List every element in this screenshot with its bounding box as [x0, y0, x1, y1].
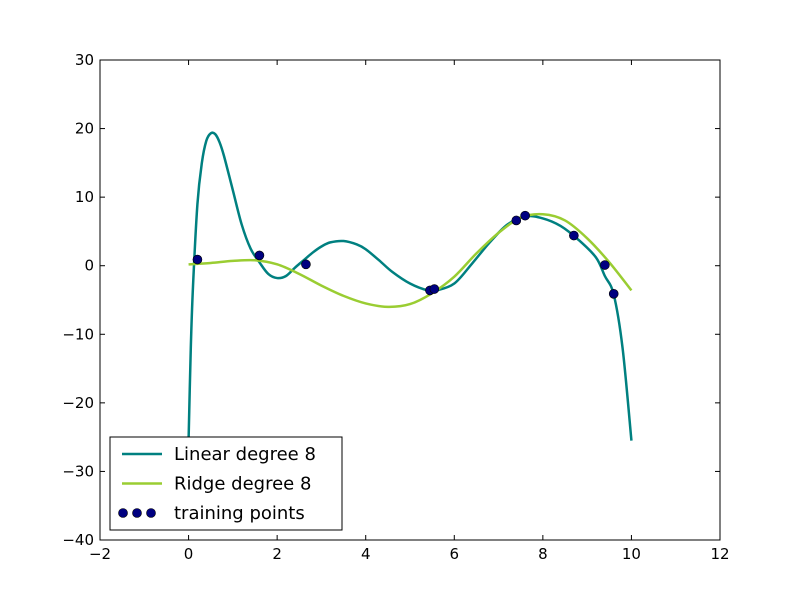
y-tick-label: −40 [62, 531, 94, 549]
y-tick-label: 30 [75, 51, 94, 69]
series-line-2 [188, 212, 633, 309]
y-tick-label: 10 [75, 188, 94, 206]
series-layer [187, 131, 633, 441]
legend-label: training points [174, 503, 305, 524]
x-tick-label: 0 [184, 545, 194, 563]
training-point [301, 259, 311, 270]
legend-marker-swatch [146, 508, 156, 518]
x-tick-label: 10 [622, 545, 641, 563]
training-point [511, 215, 522, 226]
y-tick-label: −30 [62, 462, 94, 480]
y-tick-label: 0 [84, 257, 94, 275]
x-tick-label: 6 [450, 545, 460, 563]
x-tick-label: 8 [538, 545, 548, 563]
training-point [192, 254, 203, 265]
training-point [520, 210, 530, 221]
training-point [569, 230, 579, 241]
plot-frame [99, 59, 721, 541]
training-point [429, 284, 440, 294]
legend-marker-swatch [132, 508, 142, 518]
legend: Linear degree 8 Ridge degree 8 training po… [109, 436, 343, 531]
y-tick-label: 20 [75, 120, 94, 138]
x-tick-label: −2 [89, 545, 111, 563]
legend-label: Linear degree 8 [174, 444, 316, 465]
training-point [254, 250, 265, 261]
training-point [600, 260, 610, 270]
y-tick-label: −20 [62, 394, 94, 412]
x-tick-label: 4 [361, 545, 371, 563]
legend-label: Ridge degree 8 [174, 474, 311, 495]
x-tick-label: 2 [272, 545, 282, 563]
series-line-1 [187, 131, 633, 441]
legend-marker-swatch [118, 508, 128, 518]
training-point [608, 289, 619, 299]
x-tick-label: 12 [710, 545, 729, 563]
y-tick-label: −10 [62, 325, 94, 343]
